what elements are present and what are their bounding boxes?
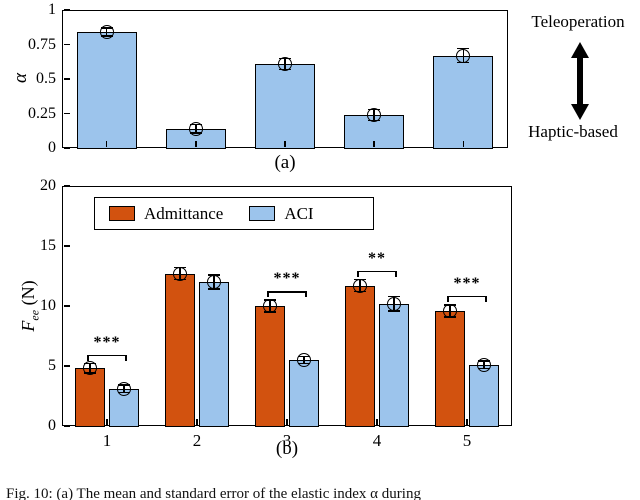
x-tick-label: 3 [282,431,292,450]
y-tick-label: 0.75 [28,35,56,53]
y-tick-mark [64,9,70,11]
admittance-error-3-marker [263,299,277,313]
y-tick-label: 0.25 [28,104,56,122]
bar-admittance-1 [75,368,105,427]
y-tick-mark [64,78,70,80]
significance-bracket-tick-right [305,291,307,297]
y-tick-label: 15 [40,237,56,254]
annotation-teleoperation: Teleoperation [531,12,625,31]
aci-error-1-marker [117,381,131,396]
y-tick-mark [64,365,70,367]
y-tick-mark [64,305,70,307]
x-tick-mark [376,419,378,425]
aci-error-2-cap-top [208,274,220,276]
aci-error-3-marker [297,353,311,367]
admittance-error-4-marker [353,278,367,293]
legend-swatch-admittance [109,206,135,221]
alpha-error-2-marker [188,121,203,136]
y-tick-label: 0 [48,417,56,434]
x-tick-mark [196,419,198,425]
significance-bracket [87,354,127,357]
annotation-haptic-based: Haptic-based [528,122,618,141]
significance-bracket [357,270,397,273]
aci-error-2-marker [207,275,221,289]
bar-admittance-4 [345,285,375,427]
significance-bracket [447,295,487,298]
x-tick-mark [466,419,468,425]
aci-error-4-marker [387,296,401,311]
significance-bracket-tick-right [125,354,127,361]
admittance-error-5-marker [443,303,457,318]
significance-bracket-tick-right [485,295,487,302]
y-tick-label: 5 [48,357,56,374]
significance-label: *** [273,270,301,287]
significance-bracket-tick-left [447,295,449,302]
bar-alpha-5 [433,55,494,149]
bar-aci-4 [379,303,409,427]
y-tick-label: 1 [48,1,56,18]
y-tick-label: 0 [48,139,56,156]
bar-alpha-4 [344,114,405,149]
figure-caption: Fig. 10: (a) The mean and standard error… [6,486,421,500]
alpha-error-3-marker [278,56,292,71]
x-tick-mark [462,141,465,147]
x-tick-mark [105,141,108,147]
legend: Admittance ACI [94,197,374,230]
admittance-error-1-marker [83,361,97,376]
y-tick-mark [64,245,70,247]
significance-bracket-tick-left [87,354,89,361]
significance-label: ** [368,249,386,267]
bar-aci-5 [469,364,499,427]
x-tick-mark [195,141,197,147]
x-tick-label: 4 [372,431,382,450]
x-tick-label: 1 [102,431,112,450]
bar-admittance-3 [255,306,285,427]
significance-label: *** [453,274,481,292]
y-tick-label: 10 [40,297,56,314]
significance-label: *** [93,333,121,351]
x-tick-label: 2 [192,431,202,450]
aci-error-2-cap-bottom [208,288,220,290]
aci-error-4-cap-bottom [388,310,400,312]
significance-bracket-tick-left [267,291,269,297]
y-tick-label: 0.5 [36,70,56,87]
y-tick-mark [64,43,70,46]
y-tick-label: 20 [40,177,56,194]
x-tick-mark [373,141,375,147]
alpha-error-4-marker [367,107,382,122]
bar-admittance-5 [435,310,465,427]
panel-b-label: (b) [275,438,299,459]
significance-bracket [267,291,307,293]
bar-aci-2 [199,282,229,427]
x-tick-label: 5 [462,431,472,450]
y-tick-mark [64,112,70,115]
bar-alpha-3 [255,63,315,149]
panel-a-label: (a) [274,152,296,173]
alpha-error-5-marker [456,48,471,63]
legend-label-aci: ACI [284,203,314,223]
y-tick-mark [64,147,70,149]
double-arrow-icon [571,42,589,120]
bar-admittance-2 [165,273,195,427]
legend-label-admittance: Admittance [144,203,224,223]
significance-bracket-tick-right [395,270,397,277]
aci-error-5-marker [477,357,491,372]
x-tick-mark [106,419,108,425]
alpha-error-1-marker [99,25,114,40]
bar-aci-3 [289,360,319,427]
admittance-error-2-marker [173,266,187,281]
x-tick-mark [284,141,286,147]
significance-bracket-tick-left [357,270,359,277]
x-tick-mark [286,419,288,425]
bar-alpha-1 [76,32,137,149]
y-tick-mark [64,185,70,187]
aci-error-4-cap-top [388,295,400,298]
y-tick-mark [64,425,70,427]
legend-swatch-aci [249,206,276,221]
force-symbol: F [18,320,38,332]
